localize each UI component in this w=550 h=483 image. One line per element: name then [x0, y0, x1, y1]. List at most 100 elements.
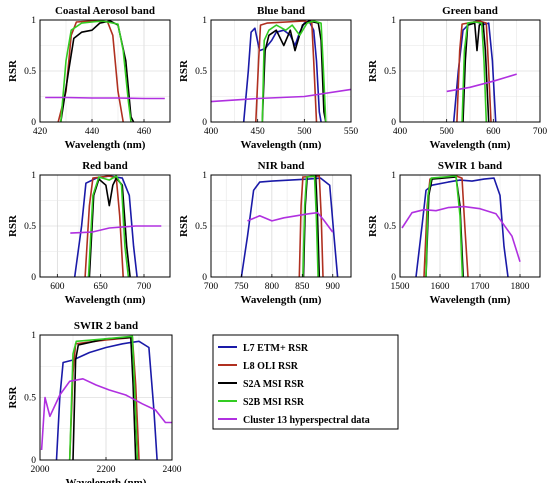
chart-title: NIR band: [258, 160, 305, 172]
series-line-cluster-13-hyperspectral-data: [45, 96, 165, 100]
y-tick-label: 1: [31, 331, 36, 341]
grid: [39, 20, 170, 122]
legend-box: [212, 334, 399, 430]
x-tick-label: 420: [33, 127, 48, 137]
chart-title: SWIR 1 band: [438, 160, 502, 172]
series-line-cluster-13-hyperspectral-data: [40, 378, 172, 451]
x-tick-label: 650: [94, 282, 109, 292]
y-tick-label: 1: [31, 16, 36, 26]
x-tick-label: 450: [251, 127, 266, 137]
series-line-cluster-13-hyperspectral-data: [70, 225, 162, 234]
x-tick-label: 2000: [31, 465, 50, 475]
x-tick-label: 400: [393, 127, 408, 137]
x-tick-label: 440: [85, 127, 100, 137]
y-tick-label: 0: [202, 273, 207, 283]
series-line-l7-etm-rsr: [242, 20, 322, 123]
legend-item: L8 OLI RSR: [218, 361, 299, 372]
plot-frame: [39, 19, 171, 123]
series-line-cluster-13-hyperspectral-data: [446, 73, 517, 93]
y-axis-label: RSR: [178, 214, 190, 237]
x-tick-label: 750: [234, 282, 249, 292]
y-axis-label: RSR: [367, 59, 379, 82]
chart-panel-6: 1500 1600 1700 1800 0 0.5 1 SWIR 1 band Waveleng…: [367, 160, 541, 306]
legend-label: Cluster 13 hyperspectral data: [243, 415, 370, 426]
y-tick-label: 0: [31, 273, 36, 283]
y-tick-label: 0.5: [24, 67, 36, 77]
series-line-s2a-msi-rsr: [261, 20, 327, 123]
x-axis-label: Wavelength (nm): [241, 139, 322, 151]
plot-frame: [210, 174, 352, 278]
x-tick-label: 700: [137, 282, 152, 292]
series-line-cluster-13-hyperspectral-data: [401, 205, 521, 262]
y-axis-label: RSR: [178, 59, 190, 82]
x-axis-label: Wavelength (nm): [65, 294, 146, 306]
y-tick-label: 0.5: [195, 222, 207, 232]
chart-panel-2: 400 450 500 550 0 0.5 1 Blue band Wavelength (nm…: [178, 5, 358, 151]
chart-title: Coastal Aerosol band: [55, 5, 155, 17]
x-tick-label: 1800: [511, 282, 530, 292]
y-tick-label: 0: [202, 118, 207, 128]
x-tick-label: 850: [295, 282, 310, 292]
series-line-l8-oli-rsr: [255, 20, 318, 123]
legend-item: S2B MSI RSR: [218, 397, 305, 408]
legend-item: L7 ETM+ RSR: [218, 343, 309, 354]
series-line-s2b-msi-rsr: [87, 175, 130, 278]
y-tick-label: 0: [391, 273, 396, 283]
x-tick-label: 700: [533, 127, 548, 137]
y-tick-label: 0.5: [195, 67, 207, 77]
chart-panel-5: 700 750 800 850 900 0 0.5 1 NIR band Wavelength (…: [178, 160, 352, 306]
y-axis-label: RSR: [7, 59, 19, 82]
legend-label: S2B MSI RSR: [243, 397, 305, 408]
y-tick-label: 1: [31, 171, 36, 181]
x-tick-label: 600: [50, 282, 65, 292]
y-tick-label: 1: [391, 171, 396, 181]
series-line-l7-etm-rsr: [415, 177, 509, 278]
x-tick-label: 500: [440, 127, 455, 137]
x-tick-label: 2400: [163, 465, 182, 475]
legend-label: L8 OLI RSR: [243, 361, 299, 372]
y-tick-label: 1: [202, 171, 207, 181]
x-axis-label: Wavelength (nm): [241, 294, 322, 306]
plot-frame: [399, 174, 541, 278]
y-tick-label: 0.5: [384, 67, 396, 77]
series-line-s2a-msi-rsr: [60, 20, 135, 123]
chart-title: Blue band: [257, 5, 305, 17]
series-line-l7-etm-rsr: [240, 177, 339, 278]
chart-panel-4: 600 650 700 0 0.5 1 Red band Wavelength (nm) RSR: [7, 160, 171, 306]
x-tick-label: 2200: [97, 465, 116, 475]
series-line-s2b-msi-rsr: [68, 335, 139, 461]
x-axis-label: Wavelength (nm): [430, 139, 511, 151]
series-line-s2b-msi-rsr: [302, 175, 319, 278]
x-tick-label: 1700: [471, 282, 490, 292]
grid: [210, 20, 352, 122]
series-line-s2a-msi-rsr: [462, 22, 490, 123]
x-tick-label: 600: [486, 127, 501, 137]
y-tick-label: 0.5: [24, 394, 36, 404]
series-line-l7-etm-rsr: [55, 340, 158, 461]
series-line-s2b-msi-rsr: [425, 175, 464, 278]
chart-title: SWIR 2 band: [74, 320, 138, 332]
y-tick-label: 0.5: [24, 222, 36, 232]
x-axis-label: Wavelength (nm): [66, 477, 147, 483]
chart-panel-1: 420 440 460 0 0.5 1 Coastal Aerosol band Wavele…: [7, 5, 171, 151]
x-tick-label: 700: [204, 282, 219, 292]
series-line-s2b-msi-rsr: [261, 20, 327, 123]
y-tick-label: 0: [391, 118, 396, 128]
x-tick-label: 900: [326, 282, 341, 292]
y-tick-label: 1: [391, 16, 396, 26]
plot-frame: [399, 19, 541, 123]
legend-label: L7 ETM+ RSR: [243, 343, 309, 354]
chart-panel-3: 400 500 600 700 0 0.5 1 Green band Wavelength (n…: [367, 5, 547, 151]
x-axis-label: Wavelength (nm): [430, 294, 511, 306]
legend: L7 ETM+ RSR L8 OLI RSR S2A MSI RSR S2B MSI …: [212, 334, 399, 430]
chart-title: Green band: [442, 5, 498, 17]
series-line-s2b-msi-rsr: [461, 21, 488, 123]
x-axis-label: Wavelength (nm): [65, 139, 146, 151]
x-tick-label: 460: [137, 127, 152, 137]
y-tick-label: 1: [202, 16, 207, 26]
series-line-cluster-13-hyperspectral-data: [247, 211, 334, 233]
y-tick-label: 0: [31, 118, 36, 128]
x-tick-label: 1600: [431, 282, 450, 292]
y-axis-label: RSR: [367, 214, 379, 237]
